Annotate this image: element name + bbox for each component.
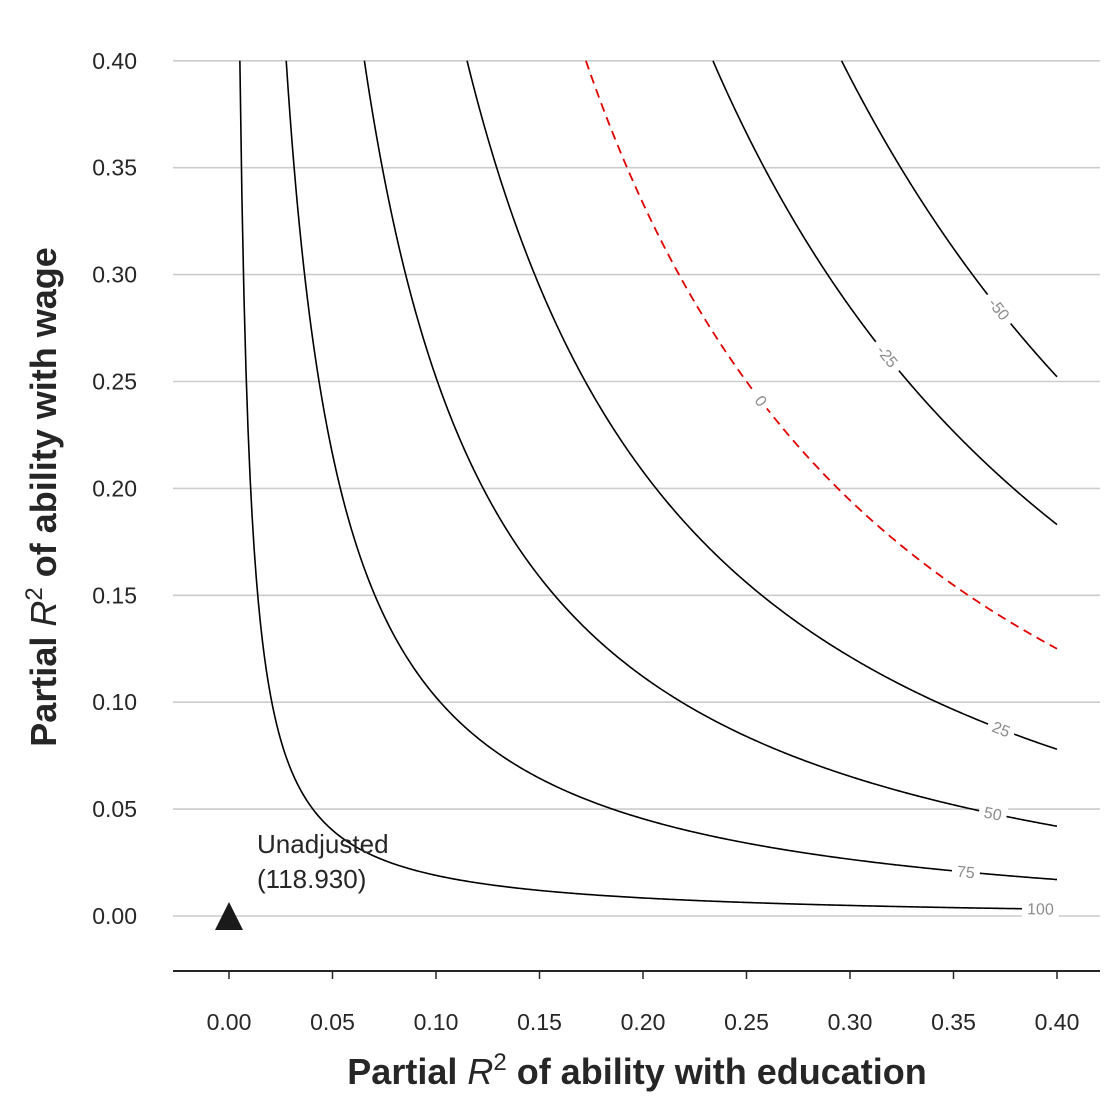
x-tick-label: 0.40: [1035, 1009, 1080, 1035]
y-tick-label: 0.25: [92, 369, 137, 395]
contour-line-25: [466, 60, 1058, 751]
unadjusted-marker: [215, 902, 243, 930]
x-tick-label: 0.15: [517, 1009, 562, 1035]
x-tick-label: 0.10: [414, 1009, 459, 1035]
unadjusted-label: Unadjusted: [257, 829, 389, 859]
contour-lines: [239, 60, 1058, 911]
x-axis-ticks: 0.00 0.05 0.10 0.15 0.20 0.25 0.30 0.35 0.40: [207, 971, 1080, 1035]
contour-line--50: [840, 60, 1058, 378]
x-tick-label: 0.20: [621, 1009, 666, 1035]
contour-label-gap: [977, 801, 1009, 826]
contour-label-gap: [748, 387, 774, 414]
contour-label-gap: [1021, 899, 1060, 919]
contour-line--25: [712, 60, 1058, 526]
y-tick-label: 0.10: [92, 689, 137, 715]
y-tick-label: 0.40: [92, 48, 137, 74]
contour-label-75: 75: [956, 864, 975, 883]
contour-line-0: [585, 60, 1058, 650]
y-tick-label: 0.20: [92, 475, 137, 501]
y-tick-label: 0.00: [92, 903, 137, 929]
contour-label-gap: [980, 289, 1018, 330]
x-axis-title: Partial R2 of ability with education: [347, 1049, 926, 1092]
x-tick-label: 0.25: [724, 1009, 769, 1035]
x-tick-label: 0.35: [931, 1009, 976, 1035]
y-axis-ticks: 0.00 0.05 0.10 0.15 0.20 0.25 0.30 0.35 0.40: [92, 48, 137, 929]
y-axis-title: Partial R2 of ability with wage: [21, 247, 64, 746]
contour-line-100: [239, 60, 1058, 911]
y-tick-label: 0.35: [92, 155, 137, 181]
contour-label-100: 100: [1027, 901, 1054, 918]
contour-label-50: 50: [982, 804, 1003, 824]
contour-line-50: [363, 60, 1058, 828]
y-tick-label: 0.05: [92, 796, 137, 822]
gridlines: [173, 59, 1100, 917]
unadjusted-value: (118.930): [257, 864, 366, 894]
contour-label-gap: [984, 715, 1018, 743]
x-tick-label: 0.30: [828, 1009, 873, 1035]
unadjusted-point: Unadjusted (118.930): [215, 829, 389, 930]
contour-label-gap: [868, 336, 906, 377]
x-tick-label: 0.00: [207, 1009, 252, 1035]
contour-line-75: [285, 60, 1058, 881]
y-tick-label: 0.15: [92, 582, 137, 608]
contour-label-25: 25: [989, 719, 1012, 741]
contour-label-gap: [951, 861, 981, 883]
y-tick-label: 0.30: [92, 262, 137, 288]
x-tick-label: 0.05: [310, 1009, 355, 1035]
